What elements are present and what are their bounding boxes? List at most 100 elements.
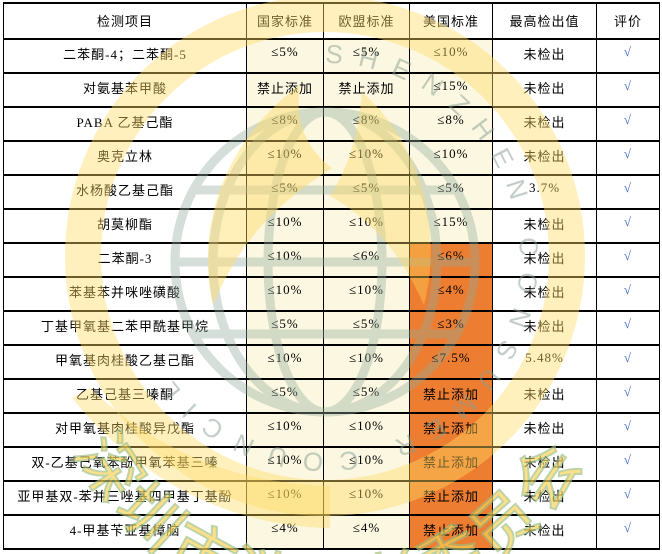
cell-eval: √ [596, 446, 660, 482]
table-row: 水杨酸乙基己酯 ≤5% ≤5% ≤5% 3.7% √ [3, 174, 660, 210]
cell-eval: √ [596, 106, 660, 142]
table-row: 丁基甲氧基二苯甲酰基甲烷 ≤5% ≤5% ≤3% 未检出 √ [3, 310, 660, 346]
column-header-max-detected: 最高检出值 [492, 2, 597, 40]
cell-eval: √ [596, 514, 660, 550]
cell-eu: ≤8% [323, 106, 410, 142]
cell-max: 5.48% [492, 344, 597, 380]
cell-eu: ≤10% [323, 446, 410, 482]
cell-national: ≤8% [246, 106, 324, 142]
cell-eval: √ [596, 140, 660, 176]
table-row: PABA 乙基己酯 ≤8% ≤8% ≤8% 未检出 √ [3, 106, 660, 142]
cell-us: ≤3% [409, 310, 493, 346]
cell-national: ≤10% [246, 446, 324, 482]
cell-item: 乙基己基三嗪酮 [3, 378, 247, 414]
column-header-national-standard: 国家标准 [246, 2, 324, 40]
table-row: 苯基苯并咪唑磺酸 ≤10% ≤10% ≤4% 未检出 √ [3, 276, 660, 312]
cell-item: 胡莫柳酯 [3, 208, 247, 244]
cell-eval: √ [596, 412, 660, 448]
column-header-item: 检测项目 [3, 2, 247, 40]
cell-item: 苯基苯并咪唑磺酸 [3, 276, 247, 312]
cell-eu: 禁止添加 [323, 72, 410, 108]
table-row: 二苯酮-3 ≤10% ≤6% ≤6% 未检出 √ [3, 242, 660, 278]
cell-max: 未检出 [492, 242, 597, 278]
cell-us: ≤8% [409, 106, 493, 142]
cell-eval: √ [596, 174, 660, 210]
cell-us: 禁止添加 [409, 446, 493, 482]
cell-eval: √ [596, 38, 660, 74]
cell-eu: ≤10% [323, 208, 410, 244]
cell-max: 未检出 [492, 378, 597, 414]
standards-table: 检测项目 国家标准 欧盟标准 美国标准 最高检出值 评价 二苯酮-4；二苯酮-5… [3, 2, 660, 550]
cell-eu: ≤10% [323, 412, 410, 448]
cell-item: 甲氧基肉桂酸乙基己酯 [3, 344, 247, 380]
cell-eu: ≤5% [323, 174, 410, 210]
cell-us: ≤10% [409, 140, 493, 176]
cell-max: 未检出 [492, 38, 597, 74]
table-row: 亚甲基双-苯并三唑基四甲基丁基酚 ≤10% ≤10% 禁止添加 未检出 √ [3, 480, 660, 516]
cell-national: ≤10% [246, 480, 324, 516]
cell-national: ≤5% [246, 174, 324, 210]
cell-eval: √ [596, 378, 660, 414]
cell-us: 禁止添加 [409, 412, 493, 448]
table-row: 甲氧基肉桂酸乙基己酯 ≤10% ≤10% ≤7.5% 5.48% √ [3, 344, 660, 380]
cell-us: 禁止添加 [409, 480, 493, 516]
cell-eu: ≤10% [323, 480, 410, 516]
cell-item: 对氨基苯甲酸 [3, 72, 247, 108]
cell-eu: ≤6% [323, 242, 410, 278]
table-row: 胡莫柳酯 ≤10% ≤10% ≤15% 未检出 √ [3, 208, 660, 244]
cell-eu: ≤10% [323, 140, 410, 176]
cell-item: 对甲氧基肉桂酸异戊酯 [3, 412, 247, 448]
cell-max: 未检出 [492, 480, 597, 516]
cell-us: ≤15% [409, 208, 493, 244]
cell-national: ≤5% [246, 310, 324, 346]
cell-item: 双-乙基己氧苯酚甲氧苯基三嗪 [3, 446, 247, 482]
cell-eval: √ [596, 480, 660, 516]
cell-eu: ≤5% [323, 38, 410, 74]
table-row: 奥克立林 ≤10% ≤10% ≤10% 未检出 √ [3, 140, 660, 176]
column-header-us-standard: 美国标准 [409, 2, 493, 40]
column-header-eu-standard: 欧盟标准 [323, 2, 410, 40]
cell-max: 未检出 [492, 412, 597, 448]
cell-eval: √ [596, 208, 660, 244]
cell-us: ≤10% [409, 38, 493, 74]
table-row: 4-甲基苄亚基樟脑 ≤4% ≤4% 禁止添加 未检出 √ [3, 514, 660, 550]
column-header-evaluation: 评价 [596, 2, 660, 40]
cell-eu: ≤10% [323, 344, 410, 380]
table-row: 双-乙基己氧苯酚甲氧苯基三嗪 ≤10% ≤10% 禁止添加 未检出 √ [3, 446, 660, 482]
cell-eval: √ [596, 344, 660, 380]
table-row: 乙基己基三嗪酮 ≤5% ≤5% 禁止添加 未检出 √ [3, 378, 660, 414]
cell-national: ≤4% [246, 514, 324, 550]
cell-item: 亚甲基双-苯并三唑基四甲基丁基酚 [3, 480, 247, 516]
header-row: 检测项目 国家标准 欧盟标准 美国标准 最高检出值 评价 [3, 2, 660, 40]
cell-us: 禁止添加 [409, 378, 493, 414]
cell-national: ≤10% [246, 140, 324, 176]
cell-max: 未检出 [492, 106, 597, 142]
cell-max: 未检出 [492, 208, 597, 244]
cell-us: ≤15% [409, 72, 493, 108]
table-header: 检测项目 国家标准 欧盟标准 美国标准 最高检出值 评价 [3, 2, 660, 40]
cell-max: 未检出 [492, 140, 597, 176]
cell-eval: √ [596, 242, 660, 278]
cell-national: ≤10% [246, 242, 324, 278]
cell-national: ≤10% [246, 276, 324, 312]
cell-us: ≤7.5% [409, 344, 493, 380]
cell-item: PABA 乙基己酯 [3, 106, 247, 142]
table-row: 对甲氧基肉桂酸异戊酯 ≤10% ≤10% 禁止添加 未检出 √ [3, 412, 660, 448]
cell-max: 未检出 [492, 276, 597, 312]
cell-national: ≤10% [246, 208, 324, 244]
cell-national: ≤5% [246, 38, 324, 74]
cell-us: ≤5% [409, 174, 493, 210]
cell-item: 水杨酸乙基己酯 [3, 174, 247, 210]
cell-eval: √ [596, 72, 660, 108]
cell-national: ≤5% [246, 378, 324, 414]
cell-max: 未检出 [492, 514, 597, 550]
cell-eu: ≤4% [323, 514, 410, 550]
cell-eval: √ [596, 310, 660, 346]
cell-item: 丁基甲氧基二苯甲酰基甲烷 [3, 310, 247, 346]
cell-eu: ≤5% [323, 378, 410, 414]
cell-item: 4-甲基苄亚基樟脑 [3, 514, 247, 550]
cell-us: ≤6% [409, 242, 493, 278]
cell-max: 未检出 [492, 310, 597, 346]
cell-max: 3.7% [492, 174, 597, 210]
cell-eu: ≤10% [323, 276, 410, 312]
